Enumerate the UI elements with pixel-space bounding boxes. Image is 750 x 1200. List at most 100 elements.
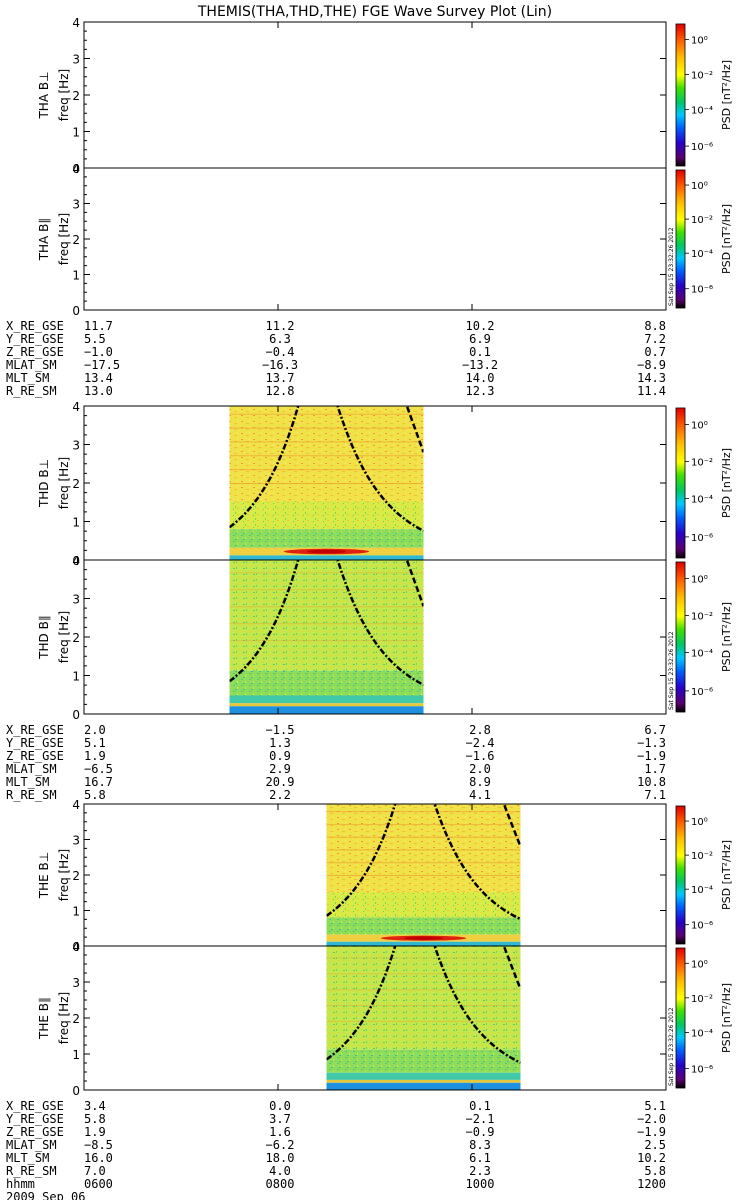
ephemeris-label: R_RE_SM <box>6 384 57 398</box>
spectrogram-body <box>326 804 521 946</box>
freq-tick-label: 4 <box>72 16 80 30</box>
char-freq-curve-right <box>433 804 521 921</box>
ephemeris-label: MLAT_SM <box>6 358 57 372</box>
psd-stripe <box>326 849 521 851</box>
ephemeris-value: 0.7 <box>644 345 666 359</box>
psd-stripe <box>326 811 521 813</box>
ephemeris-value: 13.7 <box>266 371 295 385</box>
colorbar-tick-label: 10⁰ <box>691 36 708 47</box>
psd-stripe <box>326 875 521 876</box>
psd-stripe <box>229 441 424 443</box>
ephemeris-value: 2.0 <box>84 723 106 737</box>
freq-tick-label: 0 <box>72 162 80 176</box>
panel-0: 0 1 2 3 4 THA B⊥ freq [Hz] 10⁰ 10⁻² 10⁻⁴ 10⁻⁶ PSD [… <box>37 16 733 176</box>
colorbar-tick-label: 10⁻⁶ <box>691 1064 713 1075</box>
ephemeris-value: 8.9 <box>469 775 491 789</box>
panel-name: THE B∥ <box>37 997 51 1040</box>
ephemeris-value: −1.9 <box>637 749 666 763</box>
ephemeris-value: 0.0 <box>269 1099 291 1113</box>
colorbar-0 <box>675 23 686 167</box>
psd-band-floor <box>326 1082 521 1090</box>
psd-stripe <box>326 1005 521 1007</box>
freq-tick-label: 2 <box>72 631 80 645</box>
spectrogram-4 <box>326 804 521 946</box>
ephemeris-value: 12.8 <box>266 384 295 398</box>
colorbar-tick-label: 10⁻⁴ <box>691 106 713 117</box>
psd-band-high <box>326 946 521 1050</box>
ephemeris-value: 2.9 <box>269 762 291 776</box>
ephemeris-label: Y_RE_GSE <box>6 1112 64 1126</box>
panel-4: 0 1 2 3 4 THE B⊥ freq [Hz] 10⁰ 10⁻² 10⁻⁴ 10⁻⁶ PSD [… <box>37 798 733 954</box>
ephemeris-value: −1.5 <box>266 723 295 737</box>
ephemeris-value: 7.1 <box>644 788 666 802</box>
psd-stripe <box>326 973 521 975</box>
psd-stripe <box>229 623 424 625</box>
panel-2: 0 1 2 3 4 THD B⊥ freq [Hz] 10⁰ 10⁻² 10⁻⁴ 10⁻⁶ PSD [… <box>37 400 733 568</box>
ephemeris-value: 5.8 <box>84 1112 106 1126</box>
panel-ylabel: freq [Hz] <box>57 457 71 509</box>
freq-tick-label: 1 <box>72 126 80 140</box>
freq-tick-label: 2 <box>72 89 80 103</box>
ephemeris-value: −6.2 <box>266 1138 295 1152</box>
psd-stripe <box>326 989 521 991</box>
psd-stripe <box>229 572 424 574</box>
panel-1: 0 1 2 3 4 THA B∥ freq [Hz] 10⁰ 10⁻² 10⁻⁴ 10⁻⁶ PSD [… <box>37 162 733 318</box>
ephemeris-value: 5.1 <box>644 1099 666 1113</box>
char-freq-curve-right <box>336 560 424 686</box>
freq-tick-label: 0 <box>72 940 80 954</box>
ephemeris-label: Z_RE_GSE <box>6 345 64 359</box>
ephemeris-value: 10.2 <box>637 1151 666 1165</box>
colorbar-tick-label: 10⁻² <box>691 851 713 862</box>
ephemeris-value: 6.1 <box>469 1151 491 1165</box>
colorbar-tick-label: 10⁻⁶ <box>691 285 713 296</box>
ephemeris-value: 13.0 <box>84 384 113 398</box>
char-freq-curve-left <box>229 406 300 529</box>
ephemeris-value: −1.9 <box>637 1125 666 1139</box>
freq-tick-label: 0 <box>72 1084 80 1098</box>
freq-tick-label: 1 <box>72 905 80 919</box>
ephemeris-value: 0.9 <box>269 749 291 763</box>
psd-stripe <box>326 957 521 959</box>
freq-tick-label: 4 <box>72 400 80 414</box>
ephemeris-value: 3.4 <box>84 1099 106 1113</box>
spectrogram-2 <box>229 406 424 560</box>
colorbar-tick-label: 10⁻⁶ <box>691 533 713 544</box>
ephemeris-value: −2.1 <box>466 1112 495 1126</box>
char-freq-curve-left <box>326 804 397 917</box>
ephemeris-label: Y_RE_GSE <box>6 332 64 346</box>
psd-band-mid <box>229 501 424 530</box>
colorbar-tick-label: 10⁰ <box>691 817 708 828</box>
psd-band-mid <box>229 670 424 696</box>
psd-stripe <box>326 836 521 838</box>
spectrogram-5 <box>326 946 521 1090</box>
ephemeris-label: MLT_SM <box>6 1151 49 1165</box>
colorbar-label: PSD [nT²/Hz] <box>720 60 733 130</box>
char-freq-curve-upper <box>405 560 424 607</box>
ephemeris-value: 18.0 <box>266 1151 295 1165</box>
ephemeris-value: 5.5 <box>84 332 106 346</box>
spectrogram-body <box>326 946 521 1090</box>
psd-stripe <box>229 413 424 415</box>
ephemeris-value: 8.3 <box>469 1138 491 1152</box>
ephemeris-value: 4.1 <box>469 788 491 802</box>
ephemeris-value: 7.0 <box>84 1164 106 1178</box>
ephemeris-value: −8.5 <box>84 1138 113 1152</box>
colorbar-2 <box>675 407 686 559</box>
freq-tick-label: 1 <box>72 670 80 684</box>
ephemeris-value: 5.8 <box>84 788 106 802</box>
colorbar-tick-label: 10⁻⁶ <box>691 687 713 698</box>
colorbar-tick-label: 10⁻⁶ <box>691 921 713 932</box>
ephemeris-value: 6.9 <box>469 332 491 346</box>
psd-band-low <box>229 695 424 704</box>
ephemeris-label: Y_RE_GSE <box>6 736 64 750</box>
ephemeris-label: X_RE_GSE <box>6 319 64 333</box>
ephemeris-value: 16.7 <box>84 775 113 789</box>
psd-stripe <box>229 483 424 484</box>
freq-tick-label: 4 <box>72 554 80 568</box>
colorbar-1 <box>675 169 686 309</box>
time-axis-date: 2009 Sep 06 <box>6 1190 85 1200</box>
freq-tick-label: 0 <box>72 304 80 318</box>
colorbar-4 <box>675 805 686 945</box>
psd-stripe <box>229 455 424 457</box>
ephemeris-value: 11.7 <box>84 319 113 333</box>
